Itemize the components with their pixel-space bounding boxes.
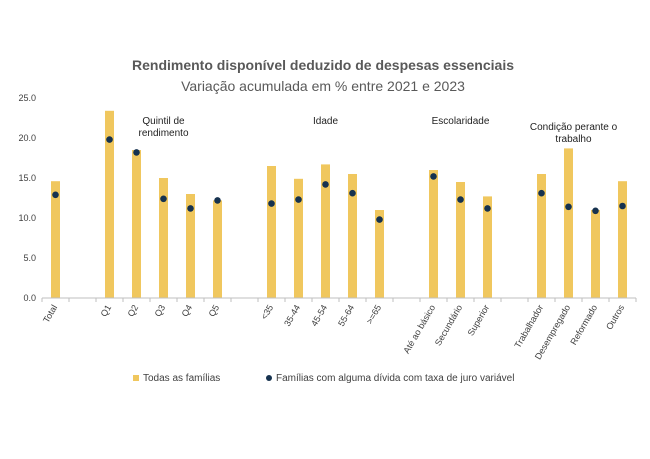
x-tick-label: 45-54 — [309, 303, 329, 328]
bar — [456, 182, 465, 298]
bar — [429, 170, 438, 298]
bar — [483, 196, 492, 298]
dot-point — [484, 205, 491, 212]
chart-subtitle: Variação acumulada em % entre 2021 e 202… — [181, 78, 465, 94]
x-tick-label: Q1 — [99, 303, 114, 318]
dot-point — [538, 189, 545, 197]
x-tick-label: Superior — [466, 303, 492, 337]
legend: Todas as famílias Famílias com alguma dív… — [133, 373, 514, 384]
dot-point — [376, 216, 383, 223]
dot-point — [52, 191, 59, 199]
x-tick-label: >=65 — [364, 303, 383, 326]
x-tick-label: <35 — [259, 303, 275, 321]
legend-label-dots: Famílias com alguma dívida com taxa de j… — [276, 373, 514, 384]
bar — [267, 166, 276, 298]
bar — [564, 148, 573, 298]
bar — [348, 174, 357, 298]
dot-point — [565, 203, 572, 211]
bar — [591, 210, 600, 298]
bar — [132, 150, 141, 298]
bar — [213, 200, 222, 298]
group-label: Condição perante o trabalho — [530, 122, 618, 145]
dot-point — [268, 200, 275, 207]
dot-point — [214, 197, 221, 204]
legend-dot-swatch — [266, 375, 272, 381]
bar — [375, 210, 384, 298]
dot-point — [619, 202, 626, 210]
y-tick-label: 10.0 — [18, 213, 36, 223]
x-axis-ticks — [41, 298, 637, 302]
y-tick-label: 5.0 — [23, 253, 36, 263]
x-tick-label: Até ao básico — [401, 303, 437, 355]
chart-title: Rendimento disponível deduzido de despes… — [132, 57, 514, 73]
x-tick-label: Q3 — [153, 303, 168, 318]
legend-bar-swatch — [133, 375, 139, 381]
x-tick-label: Outros — [604, 303, 626, 332]
x-tick-label: 55-64 — [336, 303, 356, 328]
bar — [105, 110, 114, 298]
y-tick-label: 25.0 — [18, 93, 36, 103]
bar — [186, 194, 195, 298]
bar — [321, 164, 330, 298]
x-tick-label: Q2 — [126, 303, 141, 318]
group-label: Escolaridade — [432, 116, 490, 127]
y-tick-label: 15.0 — [18, 173, 36, 183]
legend-label-bars: Todas as famílias — [143, 373, 220, 384]
group-labels: Quintil de rendimento Idade Escolaridade Con… — [138, 116, 617, 145]
dot-point — [160, 195, 167, 203]
bar — [294, 178, 303, 298]
bar — [159, 178, 168, 298]
dot-point — [295, 196, 302, 203]
dot-point — [592, 207, 599, 215]
dot-point — [106, 136, 113, 143]
bar — [51, 181, 60, 298]
dot-point — [457, 196, 464, 203]
bar — [537, 174, 546, 298]
y-axis: 0.0 5.0 10.0 15.0 20.0 25.0 — [18, 93, 36, 303]
x-tick-label: Reformado — [568, 303, 599, 347]
dot-series — [52, 136, 626, 223]
bar — [618, 181, 627, 298]
y-tick-label: 20.0 — [18, 133, 36, 143]
dot-point — [322, 181, 329, 188]
x-tick-label: Q4 — [180, 303, 195, 318]
dot-point — [187, 205, 194, 212]
group-label: Quintil de rendimento — [138, 116, 188, 139]
x-tick-label: 35-44 — [282, 303, 302, 328]
x-axis-labels: Total Q1 Q2 Q3 Q4 Q5 <35 35-44 45-54 55-64 >=65 Até… — [41, 303, 626, 362]
group-label: Idade — [313, 116, 338, 127]
dot-point — [430, 173, 437, 180]
dot-point — [133, 149, 140, 156]
bar-series — [51, 110, 627, 298]
x-tick-label: Q5 — [207, 303, 222, 318]
x-tick-label: Secundário — [433, 303, 464, 347]
y-tick-label: 0.0 — [23, 293, 36, 303]
x-tick-label: Total — [41, 303, 59, 324]
dot-point — [349, 189, 356, 197]
